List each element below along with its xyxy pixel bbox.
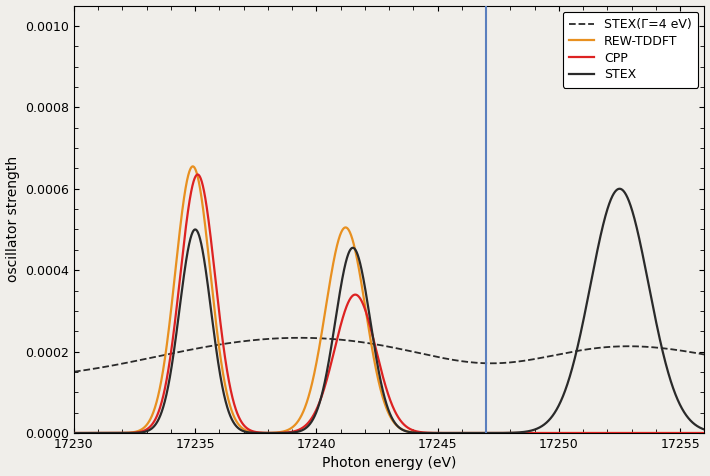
REW-TDDFT: [700, 430, 709, 436]
STEX(Γ=4 eV): [448, 357, 457, 363]
STEX: [184, 244, 192, 250]
REW-TDDFT: [311, 367, 320, 373]
REW-TDDFT: [184, 171, 192, 177]
CPP: [540, 430, 549, 436]
Line: CPP: CPP: [74, 175, 704, 433]
STEX: [70, 430, 78, 436]
STEX(Γ=4 eV): [700, 352, 709, 357]
CPP: [184, 205, 192, 210]
REW-TDDFT: [189, 164, 197, 169]
STEX: [540, 421, 549, 427]
STEX(Γ=4 eV): [295, 335, 304, 341]
Legend: STEX(Γ=4 eV), REW-TDDFT, CPP, STEX: STEX(Γ=4 eV), REW-TDDFT, CPP, STEX: [563, 12, 698, 88]
CPP: [480, 430, 488, 436]
STEX: [310, 413, 319, 418]
CPP: [311, 410, 320, 416]
STEX: [616, 186, 624, 192]
REW-TDDFT: [70, 430, 78, 436]
REW-TDDFT: [588, 430, 596, 436]
REW-TDDFT: [448, 430, 457, 436]
STEX(Γ=4 eV): [311, 335, 320, 341]
STEX: [700, 426, 709, 432]
Line: STEX(Γ=4 eV): STEX(Γ=4 eV): [74, 338, 704, 372]
X-axis label: Photon energy (eV): Photon energy (eV): [322, 456, 457, 470]
STEX(Γ=4 eV): [70, 369, 78, 375]
CPP: [588, 430, 596, 436]
Line: STEX: STEX: [74, 189, 704, 433]
CPP: [70, 430, 78, 436]
Y-axis label: oscillator strength: oscillator strength: [6, 156, 20, 282]
CPP: [700, 430, 709, 436]
STEX(Γ=4 eV): [480, 360, 488, 366]
STEX(Γ=4 eV): [184, 347, 192, 353]
CPP: [193, 172, 202, 178]
REW-TDDFT: [540, 430, 549, 436]
STEX(Γ=4 eV): [540, 354, 549, 360]
Line: REW-TDDFT: REW-TDDFT: [74, 167, 704, 433]
CPP: [448, 430, 457, 436]
STEX: [588, 273, 596, 278]
STEX: [480, 430, 488, 436]
REW-TDDFT: [480, 430, 488, 436]
STEX(Γ=4 eV): [588, 346, 596, 351]
STEX: [448, 430, 457, 436]
